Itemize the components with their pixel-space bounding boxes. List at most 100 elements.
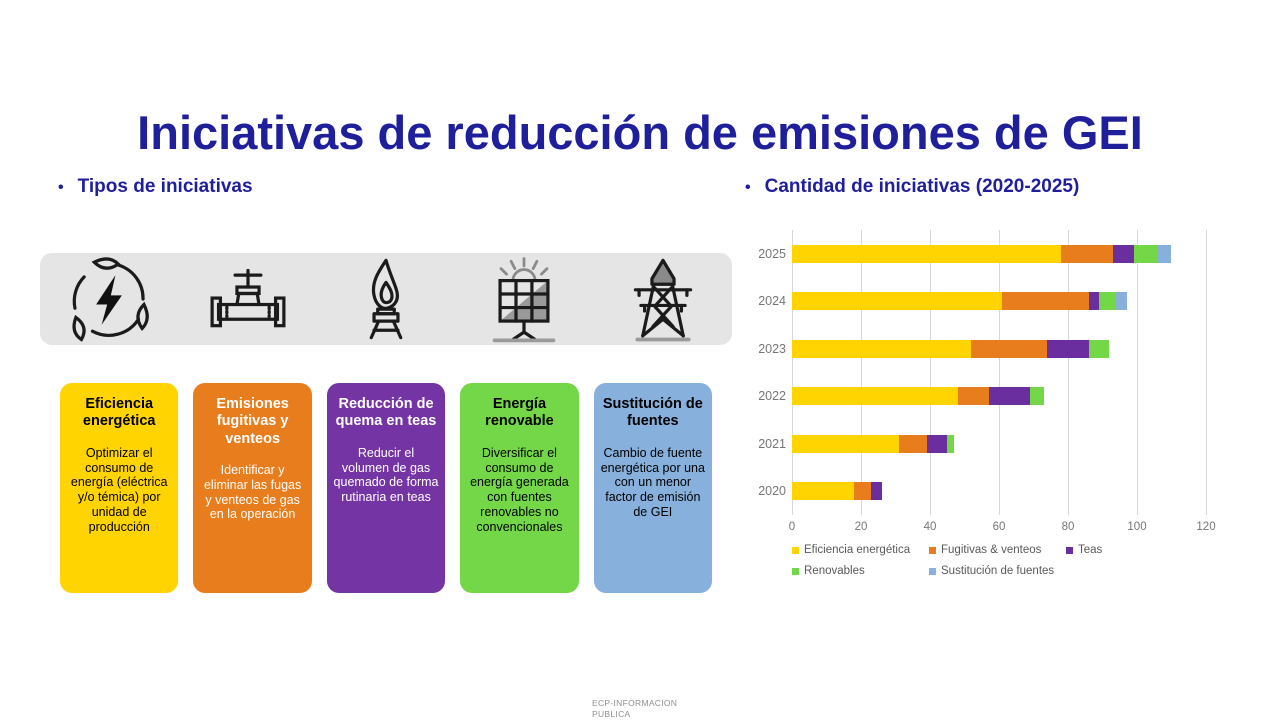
x-tick-label: 0 [788,521,796,533]
stacked-bar [792,482,882,501]
year-label: 2025 [758,246,786,261]
gridline [1206,230,1207,515]
year-label: 2024 [758,294,786,309]
bar-chart: 2025 2024 2023 2022 2021 2020 0 20 40 60 80 100 120… [753,230,1223,577]
card-body: Diversificar el consumo de energía gener… [470,445,569,534]
bar-row: 2024 [753,278,1206,326]
initiative-card: Energía renovable Diversificar el consumo… [460,383,579,593]
legend-swatch-icon [792,567,799,575]
initiative-cards: Eficiencia energética Optimizar el consum… [60,383,713,593]
card-body: Reducir el volumen de gas quemado de for… [333,445,439,505]
initiative-card: Emisiones fugitivas y venteos Identificar… [193,383,312,593]
bar-segment [988,387,1031,406]
card-title: Eficiencia energética [82,396,156,430]
bar-segment [1061,244,1113,263]
footer-line: PUBLICA [592,709,631,719]
card-body: Cambio de fuente energética por una con … [600,445,705,519]
legend-swatch-icon [792,546,799,554]
legend-item: Renovables [792,565,929,577]
gridline [1137,230,1138,515]
bar-segment [1133,244,1158,263]
legend-label: Fugitivas & venteos [941,544,1042,556]
bar-row: 2023 [753,325,1206,373]
bar-segment [1047,339,1089,358]
bar-segment [792,434,899,453]
bar-segment [957,387,989,406]
bar-segment [898,434,927,453]
initiative-card: Reducción de quema en teas Reducir el vol… [326,383,446,593]
card-body: Optimizar el consumo de energía (eléctri… [70,445,168,534]
card-title: Energía renovable [485,396,554,430]
x-tick-label: 20 [854,521,868,533]
bar-segment [971,339,1048,358]
bar-row: 2025 [753,230,1206,278]
classification-footer: ECP-INFORMACION PUBLICA [592,698,677,720]
year-label: 2023 [758,341,786,356]
bar-segment [871,482,882,501]
legend-swatch-icon [929,546,936,554]
stacked-bar [792,244,1172,263]
chart-x-axis: 0 20 40 60 80 100 120 [788,521,1216,535]
right-heading-label: Cantidad de iniciativas (2020-2025) [764,176,1080,197]
bar-row: 2021 [753,420,1206,468]
legend-label: Eficiencia energética [804,544,911,556]
legend-label: Renovables [804,565,865,577]
bar-segment [926,434,948,453]
eco-energy-icon [63,253,155,345]
gridline [1068,230,1069,515]
year-label: 2020 [758,484,786,499]
gridline [861,230,862,515]
pipeline-valve-icon [202,253,294,345]
stacked-bar [792,292,1127,311]
initiative-icons-band [40,253,732,345]
gridline [930,230,931,515]
bar-segment [1112,244,1134,263]
initiative-card: Eficiencia energética Optimizar el consum… [60,383,179,593]
bar-segment [792,244,1062,263]
bar-segment [792,292,1003,311]
bar-segment [1088,292,1100,311]
bullet-glyph: • [58,179,64,196]
bar-segment [792,387,958,406]
bar-segment [792,339,972,358]
card-body: Identificar y eliminar las fugas y vente… [203,463,302,522]
year-label: 2021 [758,436,786,451]
legend-item: Teas [1066,544,1222,556]
flare-stack-icon [340,253,432,345]
year-label: 2022 [758,389,786,404]
x-tick-label: 120 [1196,521,1216,533]
solar-panel-icon [478,253,570,345]
card-title: Sustitución de fuentes [602,396,703,430]
chart-plot-area: 2025 2024 2023 2022 2021 2020 [753,230,1207,516]
bar-row: 2022 [753,373,1206,421]
x-tick-label: 100 [1127,521,1147,533]
right-section-heading: • Cantidad de iniciativas (2020-2025) [745,176,1079,198]
card-title: Reducción de quema en teas [335,396,437,430]
x-tick-label: 60 [992,521,1006,533]
legend-swatch-icon [929,567,936,575]
chart-legend: Eficiencia energética Fugitivas & venteos… [792,544,1222,577]
stacked-bar [792,387,1044,406]
bar-segment [1088,339,1110,358]
initiative-card: Sustitución de fuentes Cambio de fuente e… [593,383,713,593]
footer-line: ECP-INFORMACION [592,698,678,708]
legend-item: Sustitución de fuentes [929,565,1066,577]
legend-label: Sustitución de fuentes [941,565,1055,577]
bar-segment [947,434,955,453]
transmission-tower-icon [617,253,709,345]
legend-item: Eficiencia energética [792,544,929,556]
bullet-glyph: • [745,179,751,196]
left-heading-label: Tipos de iniciativas [77,176,253,197]
slide-title: Iniciativas de reducción de emisiones de… [137,106,1143,160]
bar-segment [854,482,872,501]
bar-segment [1157,244,1172,263]
x-tick-label: 40 [923,521,937,533]
gridline [792,230,793,515]
card-title: Emisiones fugitivas y venteos [216,396,289,447]
bar-segment [1099,292,1117,311]
legend-swatch-icon [1066,546,1073,554]
bar-row: 2020 [753,468,1206,516]
legend-item: Fugitivas & venteos [929,544,1066,556]
legend-label: Teas [1078,544,1103,556]
